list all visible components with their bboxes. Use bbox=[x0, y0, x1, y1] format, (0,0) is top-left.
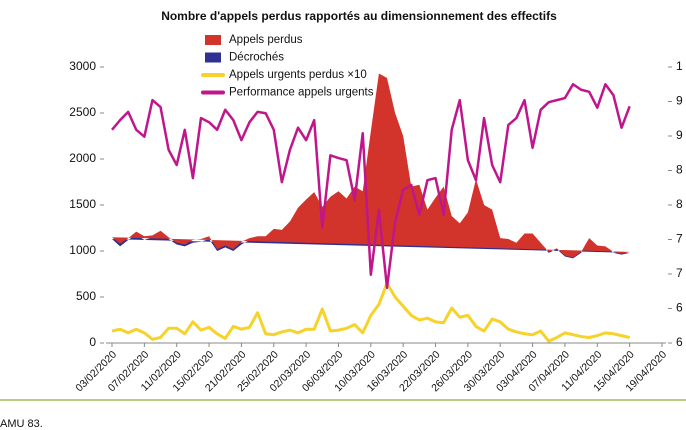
y2-tick-label: 8 bbox=[676, 163, 683, 177]
chart-title: Nombre d'appels perdus rapportés au dime… bbox=[161, 9, 557, 23]
y2-tick-label: 6 bbox=[676, 301, 683, 315]
areas bbox=[112, 73, 630, 259]
y-tick-label: 0 bbox=[89, 335, 96, 349]
y-tick-label: 3000 bbox=[69, 59, 96, 73]
y-tick-label: 2500 bbox=[69, 105, 96, 119]
y-tick-label: 1500 bbox=[69, 197, 96, 211]
y2-tick-label: 8 bbox=[676, 197, 683, 211]
y2-tick-label: 9 bbox=[676, 94, 683, 108]
y-tick-label: 2000 bbox=[69, 151, 96, 165]
y2-tick-label: 6 bbox=[676, 335, 683, 349]
y-tick-label: 1000 bbox=[69, 243, 96, 257]
legend-label: Appels urgents perdus ×10 bbox=[229, 69, 367, 81]
y2-tick-label: 7 bbox=[676, 266, 683, 280]
y2-tick-label: 9 bbox=[676, 128, 683, 142]
area bbox=[112, 73, 630, 258]
y-tick-label: 500 bbox=[76, 289, 96, 303]
line bbox=[111, 83, 631, 290]
legend-swatch bbox=[205, 52, 221, 63]
legend-label: Décrochés bbox=[229, 52, 284, 64]
lines bbox=[111, 83, 631, 343]
line bbox=[111, 281, 630, 343]
legend-label: Performance appels urgents bbox=[229, 87, 374, 99]
footer: AMU 83. bbox=[0, 418, 43, 430]
legend-label: Appels perdus bbox=[229, 34, 303, 46]
y2-tick-label: 7 bbox=[676, 232, 683, 246]
y2-tick-label: 1 bbox=[676, 59, 683, 73]
legend-swatch bbox=[205, 35, 221, 45]
